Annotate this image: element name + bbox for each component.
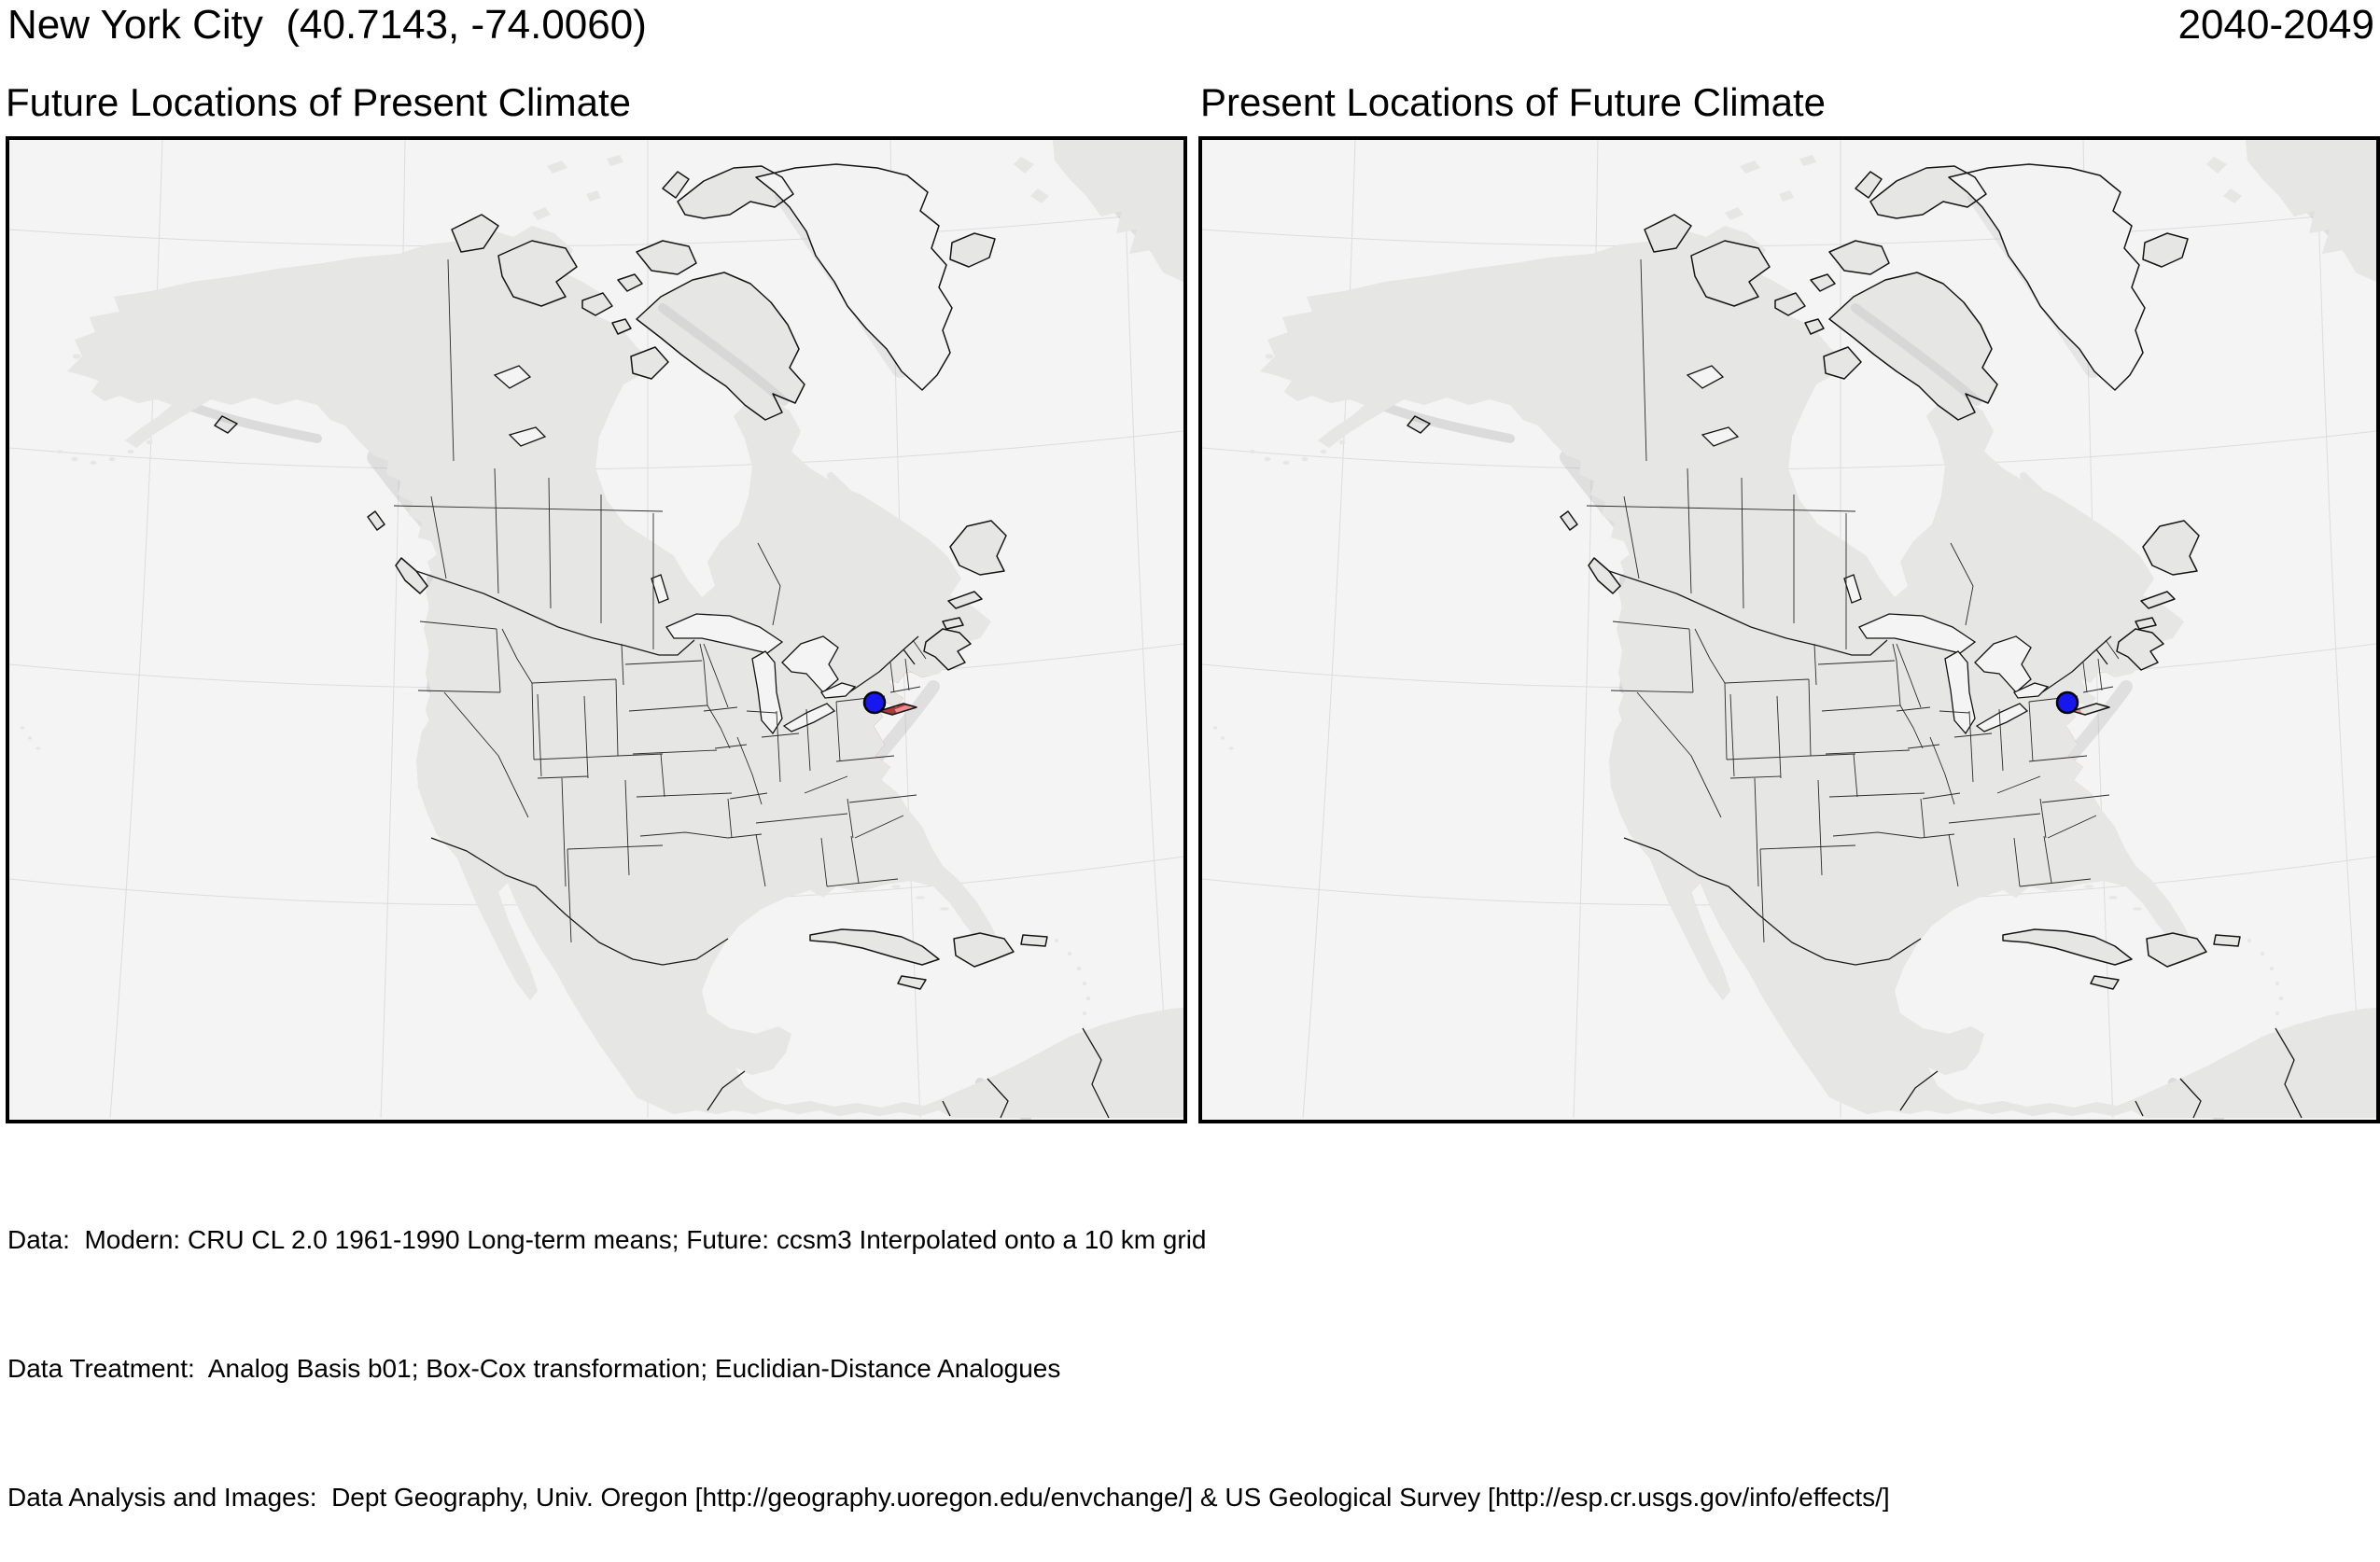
credit-line-treatment: Data Treatment: Analog Basis b01; Box-Co…: [7, 1354, 1061, 1383]
map-canvas-right: [1202, 140, 2376, 1120]
right-panel-title: Present Locations of Future Climate: [1200, 80, 1826, 124]
credit-line-analysis: Data Analysis and Images: Dept Geography…: [7, 1483, 1890, 1512]
city-coordinates: (40.7143, -74.0060): [286, 2, 647, 48]
credit-line-data: Data: Modern: CRU CL 2.0 1961-1990 Long-…: [7, 1225, 1207, 1254]
title-gap: [263, 2, 286, 48]
left-panel-title: Future Locations of Present Climate: [6, 80, 631, 124]
map-canvas-left: [9, 140, 1183, 1120]
page-title: New York City (40.7143, -74.0060): [7, 2, 647, 49]
nyc-marker-left: [862, 690, 887, 715]
nyc-marker-right: [2055, 690, 2079, 715]
map-present-locations-of-future-climate: [1198, 136, 2380, 1123]
city-name: New York City: [7, 2, 263, 48]
period-label: 2040-2049: [2177, 2, 2374, 48]
data-credits: Data: Modern: CRU CL 2.0 1961-1990 Long-…: [7, 1133, 1890, 1562]
map-future-locations-of-present-climate: [6, 136, 1187, 1123]
